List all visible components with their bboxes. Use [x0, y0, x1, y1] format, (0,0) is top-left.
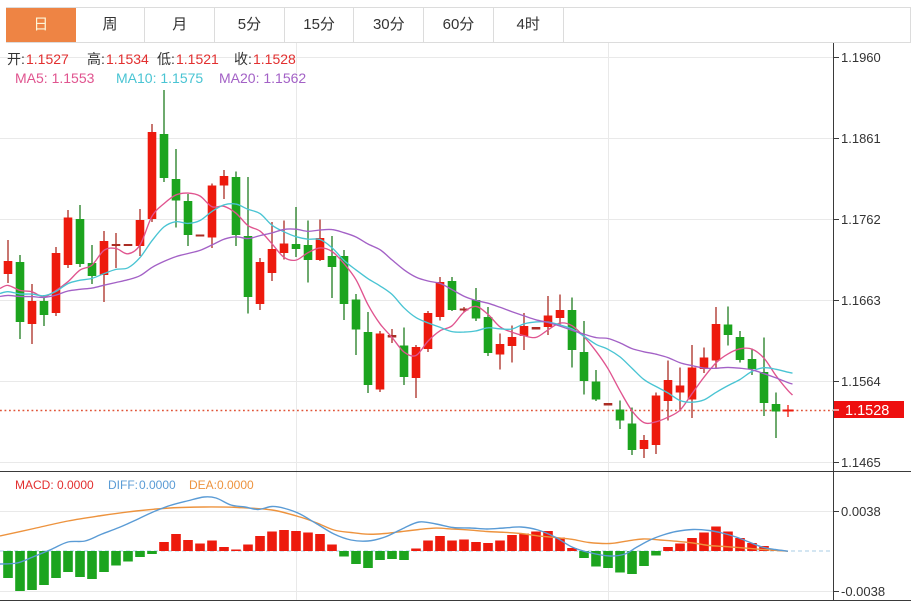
- svg-text:1.1960: 1.1960: [841, 50, 881, 65]
- svg-text:DIFF:: DIFF:: [108, 478, 138, 492]
- svg-text:MACD:: MACD:: [15, 478, 54, 492]
- svg-text:MA5: 1.1553: MA5: 1.1553: [15, 70, 95, 86]
- svg-text:DEA:: DEA:: [189, 478, 217, 492]
- svg-text:1.1534: 1.1534: [106, 51, 149, 67]
- svg-text:MA20: 1.1562: MA20: 1.1562: [219, 70, 306, 86]
- svg-text:1.1861: 1.1861: [841, 131, 881, 146]
- svg-text:高:: 高:: [87, 51, 105, 67]
- svg-text:收:: 收:: [234, 51, 252, 67]
- svg-text:1.1663: 1.1663: [841, 293, 881, 308]
- svg-text:1.1564: 1.1564: [841, 374, 881, 389]
- svg-text:0.0000: 0.0000: [139, 478, 176, 492]
- svg-text:1.1528: 1.1528: [845, 403, 889, 419]
- svg-text:1.1521: 1.1521: [176, 51, 219, 67]
- svg-text:MA10: 1.1575: MA10: 1.1575: [116, 70, 203, 86]
- svg-text:1.1527: 1.1527: [26, 51, 69, 67]
- svg-text:-0.0038: -0.0038: [841, 584, 885, 599]
- svg-text:1.1762: 1.1762: [841, 212, 881, 227]
- svg-text:0.0038: 0.0038: [841, 504, 881, 519]
- svg-text:0.0000: 0.0000: [57, 478, 94, 492]
- svg-text:1.1528: 1.1528: [253, 51, 296, 67]
- svg-text:0.0000: 0.0000: [217, 478, 254, 492]
- svg-text:低:: 低:: [157, 51, 175, 67]
- svg-text:开:: 开:: [7, 51, 25, 67]
- svg-text:1.1465: 1.1465: [841, 455, 881, 470]
